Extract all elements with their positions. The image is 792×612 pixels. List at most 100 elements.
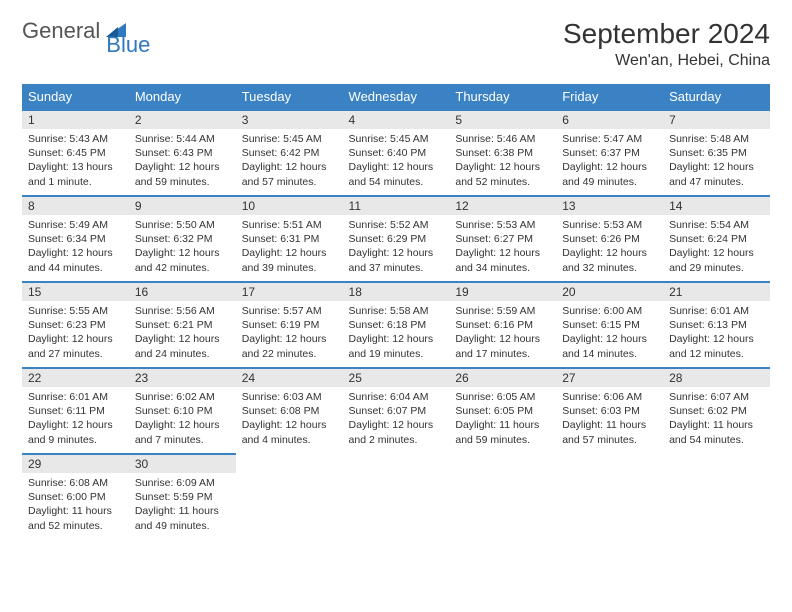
- sunset-line: Sunset: 6:05 PM: [455, 404, 550, 418]
- daylight-line: Daylight: 12 hours and 34 minutes.: [455, 246, 550, 274]
- weekday-header: Monday: [129, 84, 236, 110]
- daylight-line: Daylight: 11 hours and 54 minutes.: [669, 418, 764, 446]
- sunset-line: Sunset: 6:42 PM: [242, 146, 337, 160]
- sunset-line: Sunset: 6:02 PM: [669, 404, 764, 418]
- calendar-row: 1Sunrise: 5:43 AMSunset: 6:45 PMDaylight…: [22, 110, 770, 196]
- calendar-cell: 13Sunrise: 5:53 AMSunset: 6:26 PMDayligh…: [556, 196, 663, 282]
- brand-logo: General Blue: [22, 18, 174, 44]
- sunset-line: Sunset: 6:18 PM: [349, 318, 444, 332]
- daylight-line: Daylight: 12 hours and 52 minutes.: [455, 160, 550, 188]
- day-details: Sunrise: 6:07 AMSunset: 6:02 PMDaylight:…: [663, 387, 770, 453]
- calendar-cell: 29Sunrise: 6:08 AMSunset: 6:00 PMDayligh…: [22, 454, 129, 540]
- day-details: Sunrise: 6:03 AMSunset: 6:08 PMDaylight:…: [236, 387, 343, 453]
- day-number: 20: [556, 283, 663, 301]
- daylight-line: Daylight: 12 hours and 49 minutes.: [562, 160, 657, 188]
- sunset-line: Sunset: 5:59 PM: [135, 490, 230, 504]
- location-subtitle: Wen'an, Hebei, China: [563, 52, 770, 70]
- daylight-line: Daylight: 12 hours and 29 minutes.: [669, 246, 764, 274]
- sunset-line: Sunset: 6:19 PM: [242, 318, 337, 332]
- sunset-line: Sunset: 6:21 PM: [135, 318, 230, 332]
- day-details: Sunrise: 5:44 AMSunset: 6:43 PMDaylight:…: [129, 129, 236, 195]
- day-details: Sunrise: 5:55 AMSunset: 6:23 PMDaylight:…: [22, 301, 129, 367]
- daylight-line: Daylight: 12 hours and 44 minutes.: [28, 246, 123, 274]
- day-number: 6: [556, 111, 663, 129]
- day-details: Sunrise: 6:00 AMSunset: 6:15 PMDaylight:…: [556, 301, 663, 367]
- calendar-cell: 12Sunrise: 5:53 AMSunset: 6:27 PMDayligh…: [449, 196, 556, 282]
- sunrise-line: Sunrise: 6:01 AM: [669, 304, 764, 318]
- calendar-cell: 28Sunrise: 6:07 AMSunset: 6:02 PMDayligh…: [663, 368, 770, 454]
- sunset-line: Sunset: 6:00 PM: [28, 490, 123, 504]
- calendar-cell: 3Sunrise: 5:45 AMSunset: 6:42 PMDaylight…: [236, 110, 343, 196]
- sunrise-line: Sunrise: 5:47 AM: [562, 132, 657, 146]
- day-number: 4: [343, 111, 450, 129]
- day-number: 24: [236, 369, 343, 387]
- calendar-table: Sunday Monday Tuesday Wednesday Thursday…: [22, 84, 770, 540]
- day-number: 13: [556, 197, 663, 215]
- day-number: 7: [663, 111, 770, 129]
- calendar-cell: [556, 454, 663, 540]
- sunrise-line: Sunrise: 6:05 AM: [455, 390, 550, 404]
- sunset-line: Sunset: 6:07 PM: [349, 404, 444, 418]
- weekday-header-row: Sunday Monday Tuesday Wednesday Thursday…: [22, 84, 770, 110]
- day-number: 16: [129, 283, 236, 301]
- sunrise-line: Sunrise: 5:51 AM: [242, 218, 337, 232]
- calendar-cell: 11Sunrise: 5:52 AMSunset: 6:29 PMDayligh…: [343, 196, 450, 282]
- sunrise-line: Sunrise: 5:53 AM: [455, 218, 550, 232]
- calendar-cell: 17Sunrise: 5:57 AMSunset: 6:19 PMDayligh…: [236, 282, 343, 368]
- daylight-line: Daylight: 12 hours and 47 minutes.: [669, 160, 764, 188]
- daylight-line: Daylight: 12 hours and 2 minutes.: [349, 418, 444, 446]
- day-number: 2: [129, 111, 236, 129]
- day-details: Sunrise: 5:53 AMSunset: 6:26 PMDaylight:…: [556, 215, 663, 281]
- calendar-cell: [449, 454, 556, 540]
- daylight-line: Daylight: 12 hours and 4 minutes.: [242, 418, 337, 446]
- daylight-line: Daylight: 12 hours and 14 minutes.: [562, 332, 657, 360]
- calendar-cell: 9Sunrise: 5:50 AMSunset: 6:32 PMDaylight…: [129, 196, 236, 282]
- day-details: Sunrise: 5:45 AMSunset: 6:40 PMDaylight:…: [343, 129, 450, 195]
- day-details: Sunrise: 6:08 AMSunset: 6:00 PMDaylight:…: [22, 473, 129, 539]
- day-details: Sunrise: 5:57 AMSunset: 6:19 PMDaylight:…: [236, 301, 343, 367]
- sunrise-line: Sunrise: 6:03 AM: [242, 390, 337, 404]
- day-number: 3: [236, 111, 343, 129]
- weekday-header: Tuesday: [236, 84, 343, 110]
- sunrise-line: Sunrise: 6:08 AM: [28, 476, 123, 490]
- sunset-line: Sunset: 6:40 PM: [349, 146, 444, 160]
- calendar-cell: 27Sunrise: 6:06 AMSunset: 6:03 PMDayligh…: [556, 368, 663, 454]
- sunrise-line: Sunrise: 5:49 AM: [28, 218, 123, 232]
- sunset-line: Sunset: 6:27 PM: [455, 232, 550, 246]
- brand-word-blue: Blue: [106, 32, 150, 58]
- sunset-line: Sunset: 6:11 PM: [28, 404, 123, 418]
- sunrise-line: Sunrise: 5:59 AM: [455, 304, 550, 318]
- day-number: 17: [236, 283, 343, 301]
- calendar-cell: 20Sunrise: 6:00 AMSunset: 6:15 PMDayligh…: [556, 282, 663, 368]
- day-number: 8: [22, 197, 129, 215]
- calendar-cell: 5Sunrise: 5:46 AMSunset: 6:38 PMDaylight…: [449, 110, 556, 196]
- calendar-cell: 25Sunrise: 6:04 AMSunset: 6:07 PMDayligh…: [343, 368, 450, 454]
- calendar-cell: 4Sunrise: 5:45 AMSunset: 6:40 PMDaylight…: [343, 110, 450, 196]
- daylight-line: Daylight: 12 hours and 24 minutes.: [135, 332, 230, 360]
- sunset-line: Sunset: 6:32 PM: [135, 232, 230, 246]
- day-number: 30: [129, 455, 236, 473]
- day-details: Sunrise: 5:46 AMSunset: 6:38 PMDaylight:…: [449, 129, 556, 195]
- day-details: Sunrise: 6:05 AMSunset: 6:05 PMDaylight:…: [449, 387, 556, 453]
- calendar-row: 15Sunrise: 5:55 AMSunset: 6:23 PMDayligh…: [22, 282, 770, 368]
- daylight-line: Daylight: 11 hours and 49 minutes.: [135, 504, 230, 532]
- day-number: 5: [449, 111, 556, 129]
- sunset-line: Sunset: 6:29 PM: [349, 232, 444, 246]
- day-details: Sunrise: 5:59 AMSunset: 6:16 PMDaylight:…: [449, 301, 556, 367]
- day-details: Sunrise: 6:02 AMSunset: 6:10 PMDaylight:…: [129, 387, 236, 453]
- sunrise-line: Sunrise: 6:04 AM: [349, 390, 444, 404]
- day-details: Sunrise: 6:01 AMSunset: 6:11 PMDaylight:…: [22, 387, 129, 453]
- sunrise-line: Sunrise: 6:01 AM: [28, 390, 123, 404]
- day-number: 29: [22, 455, 129, 473]
- sunset-line: Sunset: 6:31 PM: [242, 232, 337, 246]
- day-number: 18: [343, 283, 450, 301]
- title-block: September 2024 Wen'an, Hebei, China: [563, 18, 770, 70]
- weekday-header: Thursday: [449, 84, 556, 110]
- day-details: Sunrise: 5:56 AMSunset: 6:21 PMDaylight:…: [129, 301, 236, 367]
- day-number: 28: [663, 369, 770, 387]
- calendar-cell: 30Sunrise: 6:09 AMSunset: 5:59 PMDayligh…: [129, 454, 236, 540]
- calendar-cell: 10Sunrise: 5:51 AMSunset: 6:31 PMDayligh…: [236, 196, 343, 282]
- sunrise-line: Sunrise: 6:00 AM: [562, 304, 657, 318]
- calendar-body: 1Sunrise: 5:43 AMSunset: 6:45 PMDaylight…: [22, 110, 770, 540]
- daylight-line: Daylight: 11 hours and 57 minutes.: [562, 418, 657, 446]
